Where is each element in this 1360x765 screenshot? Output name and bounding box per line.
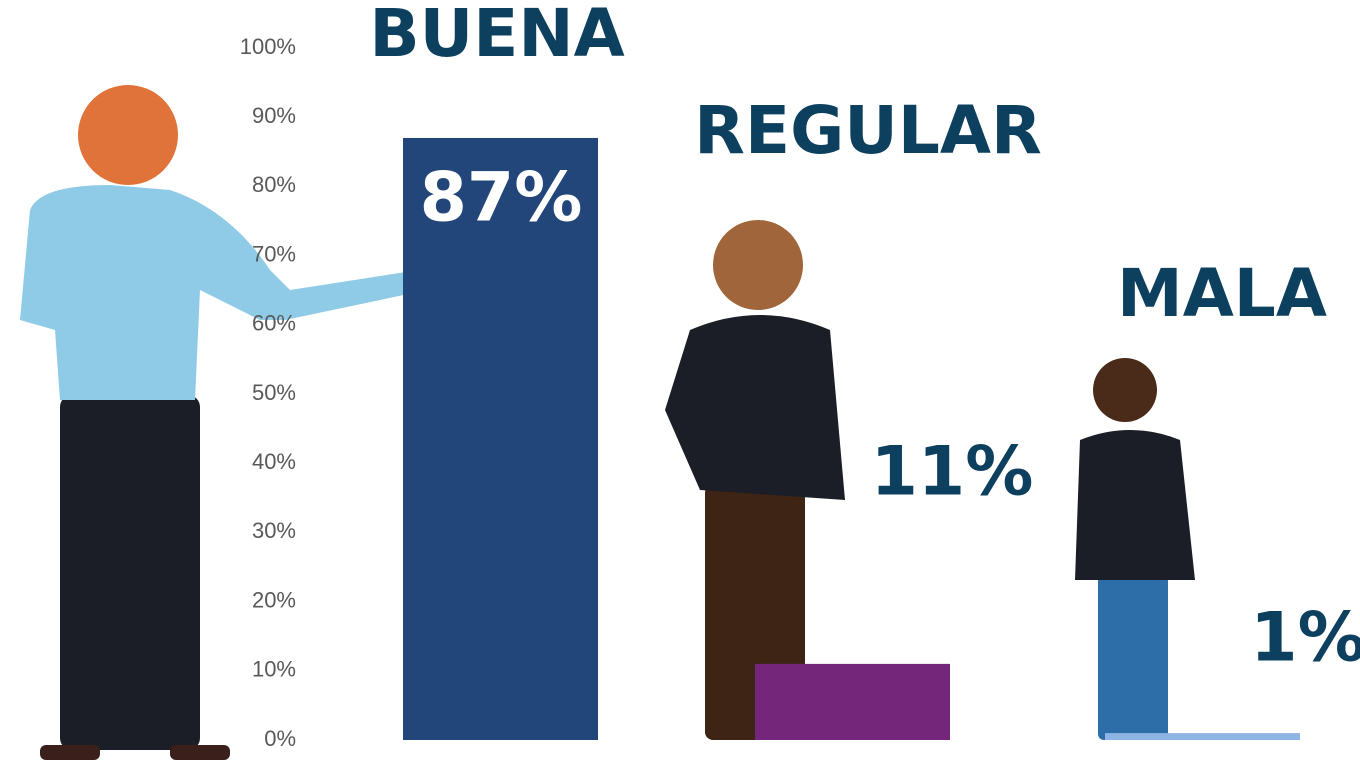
figure-head <box>713 220 803 310</box>
category-label: MALA <box>1117 255 1327 332</box>
figure-jacket <box>1075 430 1195 580</box>
bar <box>1105 733 1300 740</box>
figure-man <box>665 220 845 740</box>
category-label: BUENA <box>369 0 624 72</box>
figure-head <box>1093 358 1157 422</box>
figure-head <box>78 85 178 185</box>
figure-shoe <box>170 745 230 760</box>
y-tick-label: 10% <box>252 657 296 682</box>
y-tick-label: 70% <box>252 241 296 266</box>
y-tick-label: 90% <box>252 103 296 128</box>
value-label: 87% <box>420 159 583 238</box>
y-tick-label: 100% <box>240 34 296 59</box>
y-tick-label: 80% <box>252 172 296 197</box>
y-tick-label: 40% <box>252 449 296 474</box>
figure-pants <box>60 395 200 750</box>
value-label: 11% <box>871 433 1034 512</box>
figure-boy <box>1075 358 1195 740</box>
y-tick-label: 50% <box>252 380 296 405</box>
bar <box>755 664 950 740</box>
category-label: REGULAR <box>694 92 1042 169</box>
y-tick-label: 0% <box>264 726 296 751</box>
y-tick-label: 60% <box>252 311 296 336</box>
chart: 0% 10% 20% 30% 40% 50% 60% 70% 80% 90% 100% BUENA 87… <box>0 0 1360 765</box>
figure-shoe <box>40 745 100 760</box>
figure-pants <box>1098 575 1168 740</box>
figure-jacket <box>665 315 845 500</box>
y-tick-label: 30% <box>252 518 296 543</box>
value-label: 1% <box>1250 599 1360 678</box>
y-tick-label: 20% <box>252 587 296 612</box>
